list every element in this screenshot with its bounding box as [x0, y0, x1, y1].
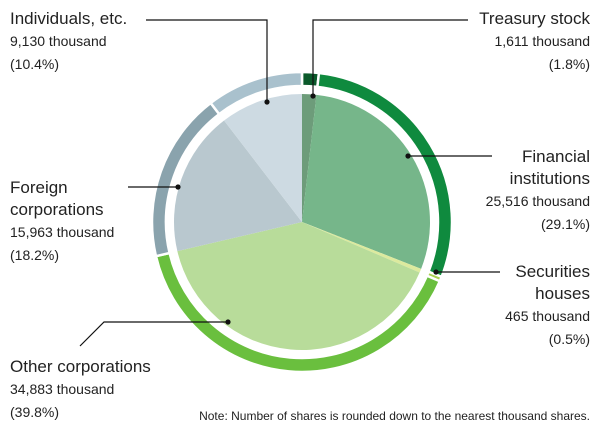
- shares-label: 25,516 thousand: [485, 193, 590, 209]
- leader-dot: [225, 319, 231, 325]
- leader-dot: [175, 184, 181, 190]
- leader-dot: [310, 93, 316, 99]
- shares-label: 34,883 thousand: [10, 381, 115, 397]
- slice-label: Foreign corporations 15,963 thousand (18.2…: [10, 177, 130, 267]
- leader-line: [79, 321, 228, 347]
- note: Note: Number of shares is rounded down t…: [199, 409, 590, 423]
- leader-line: [146, 19, 268, 102]
- category-name: Other corporations: [10, 357, 151, 376]
- leader-dot: [433, 269, 439, 275]
- leader-line: [312, 19, 468, 96]
- pie-slice: [174, 120, 302, 252]
- slice-label: Securities houses 465 thousand (0.5%): [490, 261, 590, 351]
- percent-label: (18.2%): [10, 247, 60, 263]
- category-name: Foreign corporations: [10, 178, 104, 219]
- leader-dot: [264, 99, 270, 105]
- pie-slice: [302, 94, 430, 269]
- shares-label: 15,963 thousand: [10, 224, 115, 240]
- pie-slice: [302, 222, 422, 273]
- percent-label: (29.1%): [540, 216, 590, 232]
- percent-label: (1.8%): [548, 56, 590, 72]
- category-name: Securities houses: [515, 262, 590, 303]
- leader-dot: [405, 153, 411, 159]
- pie-slice: [224, 94, 302, 222]
- percent-label: (0.5%): [548, 331, 590, 347]
- ring-segment: [208, 70, 304, 116]
- category-name: Individuals, etc.: [10, 9, 128, 28]
- shares-label: 9,130 thousand: [10, 33, 107, 49]
- shares-label: 1,611 thousand: [494, 33, 591, 49]
- pie-slice: [302, 94, 317, 222]
- percent-label: (39.8%): [10, 404, 60, 420]
- slice-label: Individuals, etc. 9,130 thousand (10.4%): [10, 8, 160, 76]
- slice-label: Other corporations 34,883 thousand (39.8%): [10, 356, 180, 424]
- shares-label: 465 thousand: [505, 308, 590, 324]
- slice-label: Financial institutions 25,516 thousand (29…: [480, 146, 590, 236]
- category-name: Financial institutions: [509, 147, 590, 188]
- category-name: Treasury stock: [479, 9, 590, 28]
- percent-label: (10.4%): [10, 56, 60, 72]
- pie-slice: [177, 222, 420, 351]
- slice-label: Treasury stock 1,611 thousand (1.8%): [450, 8, 590, 76]
